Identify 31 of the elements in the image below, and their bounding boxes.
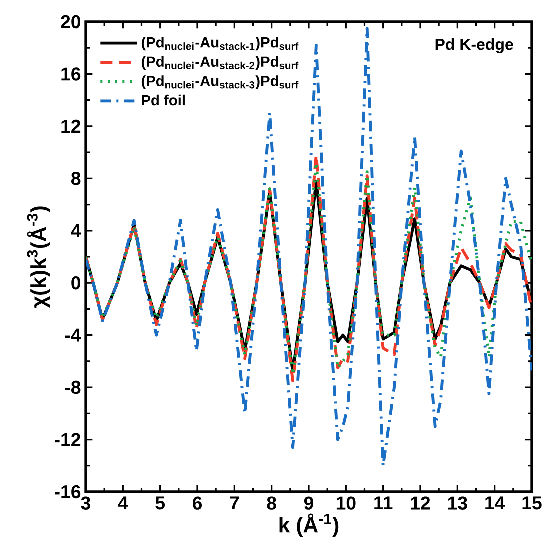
x-tick-label: 8 xyxy=(267,496,276,510)
y-tick-label: 20 xyxy=(61,15,81,29)
x-tick-label: 4 xyxy=(118,496,128,510)
x-tick-label: 7 xyxy=(230,496,240,510)
y-tick-label: -12 xyxy=(55,433,81,446)
y-tick-label: 4 xyxy=(71,224,82,238)
legend-label: (Pd$_{nuclei}$-Au$_{stack-3}$)Pd$_{surf}$ xyxy=(142,76,299,90)
y-tick-label: -4 xyxy=(65,328,82,342)
x-tick-label: 15 xyxy=(522,496,542,510)
legend-label: (Pd$_{nuclei}$-Au$_{stack-2}$)Pd$_{surf}$ xyxy=(142,56,299,70)
x-tick-label: 6 xyxy=(192,496,202,510)
x-tick-label: 9 xyxy=(304,496,314,510)
annotation: Pd K-edge xyxy=(436,38,514,54)
x-tick-label: 5 xyxy=(156,496,166,510)
x-tick-label: 14 xyxy=(486,496,506,510)
y-tick-label: 8 xyxy=(71,172,81,186)
x-tick-label: 12 xyxy=(411,496,430,510)
legend-label: Pd foil xyxy=(142,94,185,106)
x-axis-title: k (Å$^{-1}$) xyxy=(280,514,339,538)
y-tick-label: -8 xyxy=(65,380,81,394)
y-tick-label: 12 xyxy=(62,120,81,133)
x-tick-label: 13 xyxy=(448,496,468,510)
y-tick-label: -16 xyxy=(55,485,81,499)
line-series xyxy=(86,27,532,468)
x-tick-label: 10 xyxy=(336,496,356,510)
y-tick-label: 16 xyxy=(62,68,81,81)
y-axis-title: χ(k)k$^{3}$(Å$^{-3}$) xyxy=(27,206,50,308)
y-tick-label: 0 xyxy=(72,276,81,290)
x-tick-label: 3 xyxy=(81,496,91,510)
x-tick-label: 11 xyxy=(374,496,393,510)
legend-label: (Pd$_{nuclei}$-Au$_{stack-1}$)Pd$_{surf}$ xyxy=(142,37,299,51)
